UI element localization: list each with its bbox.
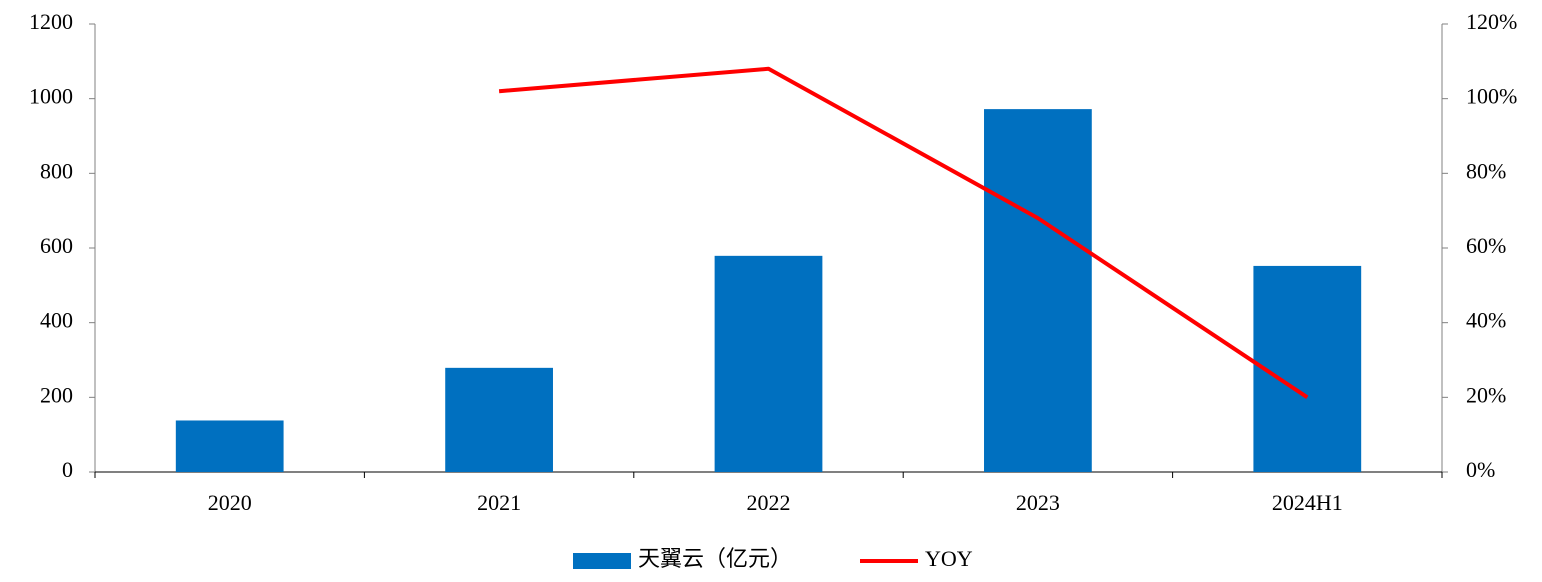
y2-tick-label: 20% xyxy=(1466,382,1506,407)
legend-label: YOY xyxy=(925,546,973,571)
y-tick-label: 1200 xyxy=(29,9,73,34)
y-tick-label: 1000 xyxy=(29,84,73,109)
y2-tick-label: 80% xyxy=(1466,158,1506,183)
y-tick-label: 400 xyxy=(40,308,73,333)
y2-tick-label: 60% xyxy=(1466,233,1506,258)
bar xyxy=(714,255,823,472)
legend-label: 天翼云（亿元） xyxy=(638,546,792,571)
bar xyxy=(175,420,284,472)
y-tick-label: 800 xyxy=(40,158,73,183)
y2-tick-label: 40% xyxy=(1466,308,1506,333)
y2-tick-label: 0% xyxy=(1466,457,1495,482)
x-tick-label: 2022 xyxy=(747,490,791,515)
x-tick-label: 2020 xyxy=(208,490,252,515)
x-tick-label: 2024H1 xyxy=(1272,490,1343,515)
bar xyxy=(1253,265,1362,472)
y-tick-label: 200 xyxy=(40,382,73,407)
bar xyxy=(984,109,1092,473)
y2-tick-label: 100% xyxy=(1466,84,1517,109)
x-tick-label: 2023 xyxy=(1016,490,1060,515)
y-tick-label: 0 xyxy=(62,457,73,482)
y-tick-label: 600 xyxy=(40,233,73,258)
legend-swatch xyxy=(573,553,631,569)
bar xyxy=(445,367,553,472)
x-tick-label: 2021 xyxy=(477,490,521,515)
y2-tick-label: 120% xyxy=(1466,9,1517,34)
line xyxy=(498,66,1309,399)
